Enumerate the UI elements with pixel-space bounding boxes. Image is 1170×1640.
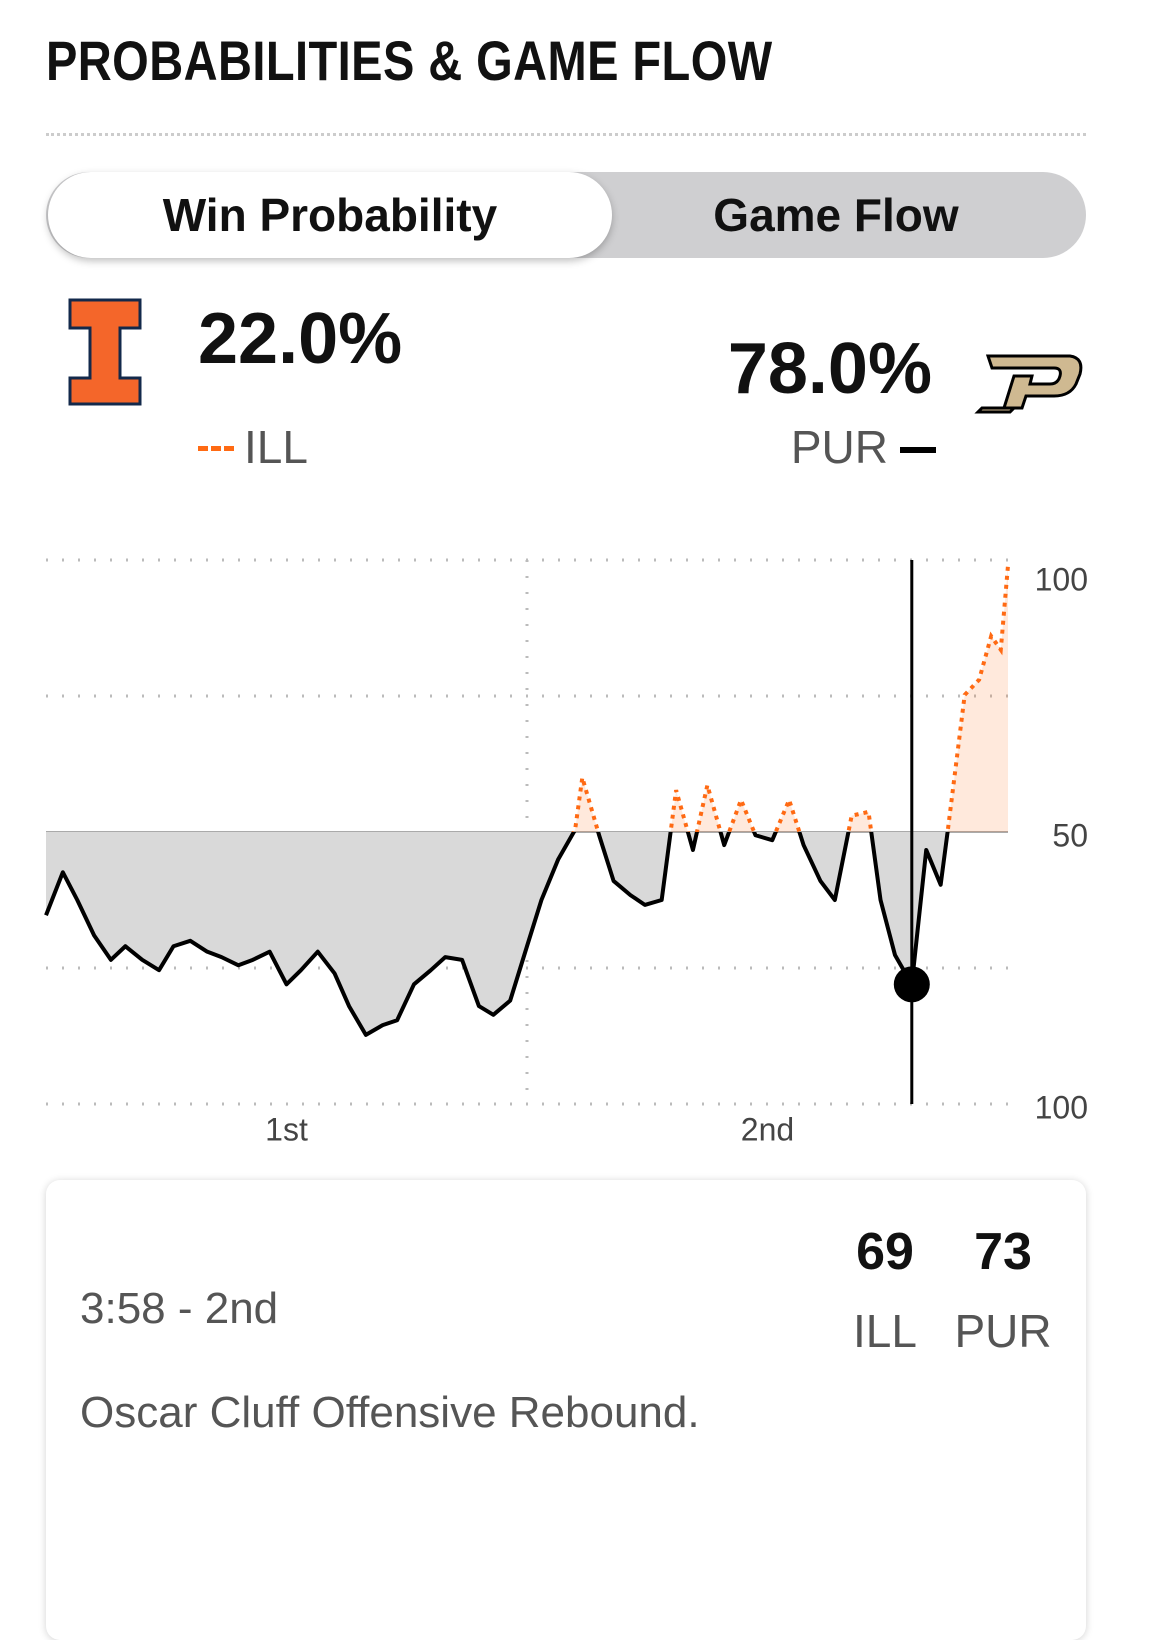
play-card: 3:58 - 2nd 69 73 ILL PUR Oscar Cluff Off… [46, 1180, 1086, 1640]
y-tick-label: 50 [1052, 817, 1088, 853]
away-abbr: PUR [790, 421, 888, 473]
purdue-logo [974, 354, 1083, 414]
score-team: ILL [853, 1305, 917, 1357]
divider [46, 133, 1086, 136]
tab-bar: Win Probability Game Flow [46, 172, 1086, 258]
play-time: 3:58 - 2nd [80, 1284, 279, 1333]
home-legend-swatch [198, 446, 234, 451]
score: 73 [974, 1223, 1032, 1281]
tab[interactable]: Game Flow [713, 189, 959, 241]
play-description: Oscar Cluff Offensive Rebound. [80, 1388, 700, 1437]
home-win-pct: 22.0% [198, 299, 403, 379]
home-abbr: ILL [244, 421, 308, 473]
y-tick-label: 100 [1035, 1089, 1088, 1125]
away-win-pct: 78.0% [727, 329, 932, 409]
score-team: PUR [954, 1305, 1052, 1357]
away-legend-swatch [900, 447, 936, 453]
y-tick-label: 100 [1035, 561, 1088, 597]
marker [893, 966, 930, 1003]
x-tick-label: 2nd [741, 1111, 794, 1147]
line-below [44, 832, 950, 1037]
section-title: PROBABILITIES & GAME FLOW [46, 29, 773, 92]
x-tick-label: 1st [265, 1111, 308, 1147]
illinois-logo [68, 298, 142, 406]
tab[interactable]: Win Probability [48, 172, 612, 258]
score: 69 [856, 1223, 914, 1281]
